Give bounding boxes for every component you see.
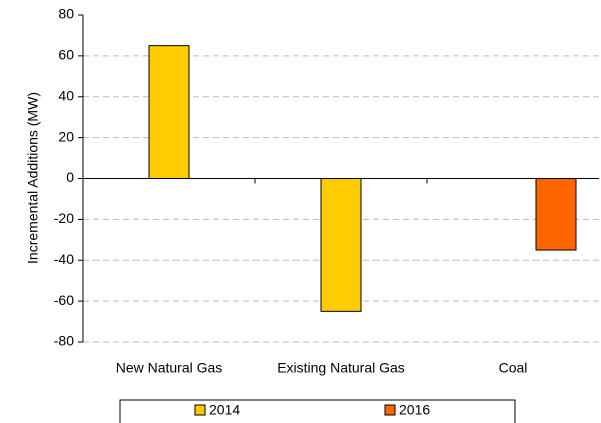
legend-label: 2014 — [209, 402, 240, 418]
x-tick-label: Coal — [499, 360, 528, 376]
y-tick-label: 0 — [66, 169, 74, 185]
y-axis-label: Incremental Additions (MW) — [25, 92, 41, 264]
bar — [148, 45, 190, 179]
y-tick-label: 60 — [58, 47, 74, 63]
x-tick-label: New Natural Gas — [116, 360, 223, 376]
y-tick-label: 80 — [58, 6, 74, 22]
legend-swatch — [384, 404, 396, 416]
bar — [320, 178, 362, 312]
legend-label: 2016 — [399, 402, 430, 418]
bar — [535, 178, 577, 251]
y-tick-label: -20 — [54, 210, 74, 226]
legend-box — [119, 399, 516, 423]
legend-swatch — [194, 404, 206, 416]
y-tick-label: -40 — [54, 251, 74, 267]
x-tick-label: Existing Natural Gas — [277, 360, 405, 376]
y-tick-label: -60 — [54, 292, 74, 308]
y-tick-label: 20 — [58, 128, 74, 144]
y-tick-label: -80 — [54, 333, 74, 349]
y-tick-label: 40 — [58, 87, 74, 103]
